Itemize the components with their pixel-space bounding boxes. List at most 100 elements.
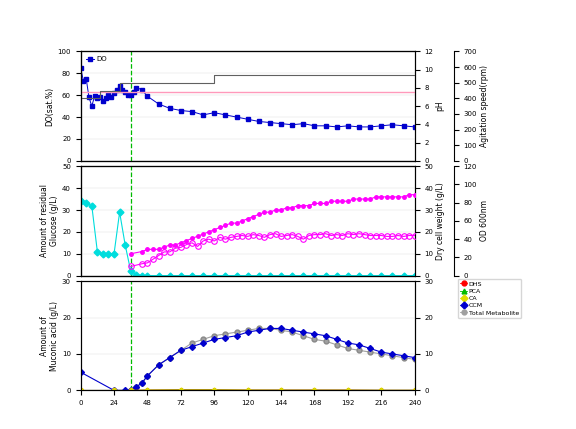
CCM [411, 355, 418, 360]
CA [378, 388, 385, 393]
CCM [389, 351, 396, 356]
Legend: DHS, PCA, CA, CCM, Total Metabolite: DHS, PCA, CA, CCM, Total Metabolite [458, 279, 521, 318]
CA [344, 388, 351, 393]
CCM [400, 353, 407, 358]
DHS [411, 388, 418, 393]
CCM [211, 337, 218, 342]
CCM [222, 335, 229, 340]
CCM [144, 373, 151, 378]
CA [211, 387, 218, 393]
CCM [77, 370, 84, 375]
Total Metabolite [334, 342, 340, 347]
DHS [211, 387, 218, 392]
CCM [278, 326, 285, 331]
Total Metabolite [255, 326, 262, 331]
DHS [344, 387, 351, 393]
CCM [311, 331, 318, 336]
Total Metabolite [278, 328, 285, 333]
Total Metabolite [222, 331, 229, 336]
CCM [188, 344, 195, 349]
DHS [77, 388, 84, 393]
Total Metabolite [200, 337, 207, 342]
CCM [344, 341, 351, 346]
CCM [289, 328, 295, 333]
CA [177, 387, 184, 393]
Total Metabolite [188, 341, 195, 346]
DHS [127, 388, 134, 393]
Total Metabolite [211, 333, 218, 338]
PCA [344, 388, 351, 393]
Total Metabolite [133, 384, 140, 390]
Total Metabolite [400, 355, 407, 360]
Y-axis label: Amount of residual
Glucose (g/L): Amount of residual Glucose (g/L) [40, 184, 59, 257]
PCA [144, 388, 151, 393]
PCA [211, 387, 218, 393]
Total Metabolite [244, 328, 251, 333]
CCM [355, 342, 362, 347]
Y-axis label: Dry cell weight (g/L): Dry cell weight (g/L) [436, 182, 445, 260]
CA [311, 388, 318, 393]
Total Metabolite [344, 346, 351, 351]
Line: DHS: DHS [79, 388, 416, 392]
Total Metabolite [289, 329, 295, 335]
Y-axis label: Agitation speed(rpm): Agitation speed(rpm) [480, 65, 488, 147]
Legend: DO: DO [84, 55, 108, 64]
CA [111, 388, 118, 393]
CA [77, 388, 84, 393]
Y-axis label: DO(sat.%): DO(sat.%) [46, 87, 55, 126]
CA [144, 387, 151, 393]
DHS [177, 387, 184, 392]
PCA [311, 388, 318, 393]
CCM [244, 329, 251, 335]
DHS [311, 387, 318, 393]
Total Metabolite [233, 329, 240, 335]
DHS [378, 388, 385, 393]
CA [411, 388, 418, 393]
CCM [233, 333, 240, 338]
PCA [111, 388, 118, 393]
Y-axis label: OD 600nm: OD 600nm [480, 200, 488, 242]
PCA [378, 388, 385, 393]
Y-axis label: Amount of
Muconic acid (g/L): Amount of Muconic acid (g/L) [40, 301, 59, 371]
CCM [200, 341, 207, 346]
CCM [166, 355, 173, 360]
Total Metabolite [267, 326, 274, 331]
CCM [334, 337, 340, 342]
DHS [278, 387, 285, 393]
CCM [155, 363, 162, 368]
CCM [300, 329, 307, 335]
DHS [144, 387, 151, 393]
Total Metabolite [367, 350, 374, 355]
Line: CA: CA [79, 388, 416, 392]
Y-axis label: pH: pH [435, 101, 444, 112]
Total Metabolite [155, 363, 162, 368]
PCA [244, 388, 251, 393]
CCM [267, 326, 274, 331]
CCM [255, 328, 262, 333]
Total Metabolite [300, 333, 307, 338]
PCA [177, 387, 184, 393]
CCM [367, 346, 374, 351]
DHS [111, 388, 118, 393]
CA [127, 388, 134, 393]
Total Metabolite [138, 381, 145, 386]
Total Metabolite [166, 355, 173, 360]
Total Metabolite [127, 388, 134, 393]
PCA [411, 388, 418, 393]
DHS [244, 387, 251, 393]
Total Metabolite [311, 337, 318, 342]
Line: Total Metabolite: Total Metabolite [128, 326, 417, 393]
CA [278, 388, 285, 393]
Line: PCA: PCA [79, 388, 416, 392]
Total Metabolite [177, 348, 184, 353]
Total Metabolite [355, 348, 362, 353]
Line: CCM: CCM [78, 326, 417, 393]
CCM [138, 381, 145, 386]
PCA [278, 388, 285, 393]
CA [244, 387, 251, 393]
CCM [127, 388, 134, 393]
CCM [378, 350, 385, 355]
Total Metabolite [378, 351, 385, 356]
Total Metabolite [389, 353, 396, 358]
CCM [177, 348, 184, 353]
